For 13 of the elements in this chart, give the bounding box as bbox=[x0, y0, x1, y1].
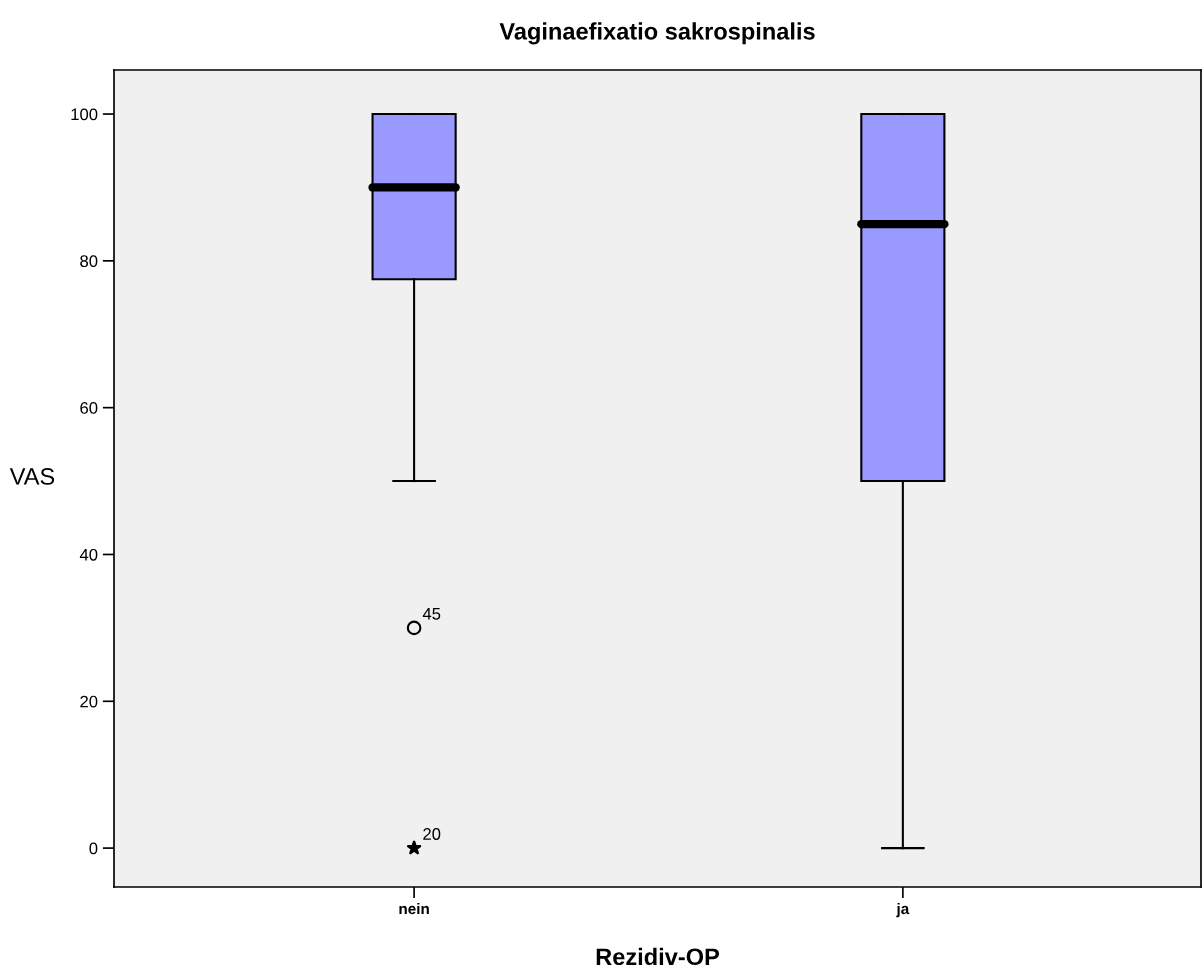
x-tick-label: ja bbox=[896, 902, 910, 918]
annotation: 20 bbox=[423, 828, 441, 840]
y-tick-label: 40 bbox=[79, 548, 98, 561]
y-tick-label: 100 bbox=[71, 108, 98, 121]
x-axis-title: Rezidiv-OP bbox=[596, 947, 720, 966]
y-axis-title: VAS bbox=[9, 468, 55, 485]
annotation: 45 bbox=[422, 608, 441, 620]
y-tick-label: 60 bbox=[80, 402, 98, 414]
y-tick-label: 20 bbox=[80, 695, 98, 708]
x-tick-label: nein bbox=[399, 902, 429, 915]
chart-title: Vaginaefixatio sakrospinalis bbox=[499, 22, 815, 45]
y-tick-label: 0 bbox=[89, 842, 98, 855]
y-tick-label: 80 bbox=[80, 255, 98, 268]
